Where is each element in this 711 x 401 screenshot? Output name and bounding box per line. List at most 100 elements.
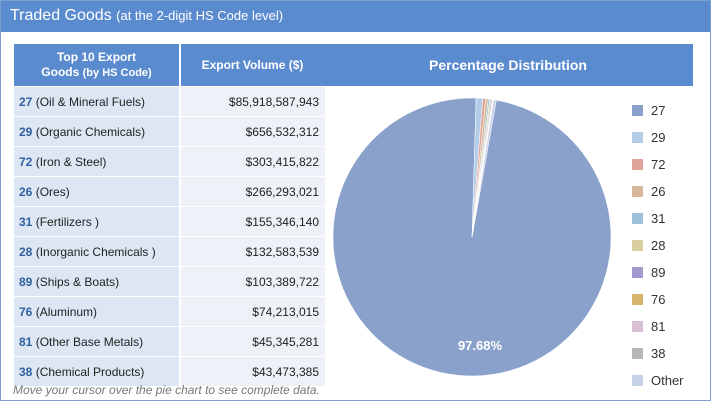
goods-cell: 26 (Ores) [14, 176, 180, 207]
goods-description: (Fertilizers ) [35, 214, 100, 229]
goods-cell: 81 (Other Base Metals) [14, 326, 180, 357]
table-body: 27 (Oil & Mineral Fuels) $85,918,587,943 2… [14, 86, 325, 386]
legend-item: 31 [632, 205, 684, 232]
col-header-goods-line2: Goods [41, 64, 80, 79]
chart-title: Percentage Distribution [323, 44, 693, 86]
legend-swatch [632, 267, 643, 278]
legend-item: 38 [632, 340, 684, 367]
hs-code: 27 [19, 94, 33, 109]
export-volume-cell: $74,213,015 [179, 296, 325, 327]
hs-code: 31 [19, 214, 33, 229]
legend-label: 26 [651, 184, 666, 199]
col-header-goods-note: (by HS Code) [82, 66, 152, 79]
hs-code: 89 [19, 274, 33, 289]
hs-code: 76 [19, 304, 33, 319]
table-header-row: Top 10 Export Goods (by HS Code) Export … [14, 44, 326, 87]
panel-subtitle: (at the 2-digit HS Code level) [116, 8, 284, 23]
legend-item: 29 [632, 124, 684, 151]
hs-code: 28 [19, 244, 33, 259]
legend-swatch [632, 240, 643, 251]
hs-code: 81 [19, 334, 33, 349]
goods-description: (Other Base Metals) [35, 334, 144, 349]
legend-label: 81 [651, 319, 666, 334]
table-row: 89 (Ships & Boats) $103,389,722 [14, 266, 325, 297]
export-volume-cell: $266,293,021 [179, 176, 325, 207]
legend-label: 31 [651, 211, 666, 226]
goods-cell: 29 (Organic Chemicals) [14, 116, 180, 147]
hs-code: 38 [19, 364, 33, 379]
legend-item: 28 [632, 232, 684, 259]
legend-swatch [632, 294, 643, 305]
legend-swatch [632, 321, 643, 332]
table-row: 29 (Organic Chemicals) $656,532,312 [14, 116, 325, 147]
hs-code: 26 [19, 184, 33, 199]
table-row: 28 (Inorganic Chemicals ) $132,583,539 [14, 236, 325, 267]
goods-description: (Ores) [35, 184, 70, 199]
legend-label: 72 [651, 157, 666, 172]
pie-slice-27[interactable] [332, 97, 612, 377]
export-volume-cell: $85,918,587,943 [179, 86, 325, 117]
export-goods-table: Top 10 Export Goods (by HS Code) Export … [14, 44, 326, 386]
legend-item: 89 [632, 259, 684, 286]
panel-title: Traded Goods (at the 2-digit HS Code lev… [10, 7, 283, 25]
export-volume-cell: $103,389,722 [179, 266, 325, 297]
panel-title-bar: Traded Goods (at the 2-digit HS Code lev… [1, 1, 710, 32]
legend-label: 28 [651, 238, 666, 253]
goods-description: (Chemical Products) [35, 364, 145, 379]
legend-swatch [632, 186, 643, 197]
legend-label: 27 [651, 103, 666, 118]
legend-swatch [632, 348, 643, 359]
export-volume-cell: $656,532,312 [179, 116, 325, 147]
col-header-goods-line1: Top 10 Export [56, 49, 137, 64]
legend-swatch [632, 159, 643, 170]
pie-slice-label: 97.68% [458, 338, 503, 353]
table-row: 38 (Chemical Products) $43,473,385 [14, 356, 325, 386]
table-row: 76 (Aluminum) $74,213,015 [14, 296, 325, 327]
table-row: 31 (Fertilizers ) $155,346,140 [14, 206, 325, 237]
goods-cell: 31 (Fertilizers ) [14, 206, 180, 237]
export-volume-cell: $132,583,539 [179, 236, 325, 267]
goods-description: (Inorganic Chemicals ) [35, 244, 156, 259]
panel-title-text: Traded Goods [10, 7, 112, 24]
pie-slice-other[interactable] [471, 99, 497, 238]
table-row: 81 (Other Base Metals) $45,345,281 [14, 326, 325, 357]
legend-item: 27 [632, 97, 684, 124]
hover-hint: Move your cursor over the pie chart to s… [13, 383, 320, 397]
legend-item: 81 [632, 313, 684, 340]
export-volume-cell: $43,473,385 [179, 356, 325, 386]
legend-label: 38 [651, 346, 666, 361]
goods-description: (Iron & Steel) [35, 154, 107, 169]
goods-cell: 27 (Oil & Mineral Fuels) [14, 86, 180, 117]
export-volume-cell: $155,346,140 [179, 206, 325, 237]
legend-label: 29 [651, 130, 666, 145]
table-row: 26 (Ores) $266,293,021 [14, 176, 325, 207]
legend-item: Other [632, 367, 684, 394]
legend-label: 89 [651, 265, 666, 280]
legend-item: 26 [632, 178, 684, 205]
goods-description: (Organic Chemicals) [35, 124, 146, 139]
goods-description: (Oil & Mineral Fuels) [35, 94, 146, 109]
col-header-export-volume: Export Volume ($) [180, 44, 326, 87]
table-row: 27 (Oil & Mineral Fuels) $85,918,587,943 [14, 86, 325, 117]
legend-swatch [632, 213, 643, 224]
legend-item: 76 [632, 286, 684, 313]
goods-cell: 38 (Chemical Products) [14, 356, 180, 386]
legend-label: Other [651, 373, 684, 388]
goods-cell: 89 (Ships & Boats) [14, 266, 180, 297]
goods-description: (Ships & Boats) [35, 274, 120, 289]
goods-cell: 72 (Iron & Steel) [14, 146, 180, 177]
goods-cell: 28 (Inorganic Chemicals ) [14, 236, 180, 267]
pie-chart[interactable]: 97.68% [331, 96, 613, 378]
table-row: 72 (Iron & Steel) $303,415,822 [14, 146, 325, 177]
legend-swatch [632, 132, 643, 143]
hs-code: 29 [19, 124, 33, 139]
export-volume-cell: $303,415,822 [179, 146, 325, 177]
legend-item: 72 [632, 151, 684, 178]
export-volume-cell: $45,345,281 [179, 326, 325, 357]
legend-label: 76 [651, 292, 666, 307]
legend-swatch [632, 375, 643, 386]
chart-legend: 27 29 72 26 31 28 89 76 81 38 Other [632, 97, 684, 394]
col-header-goods: Top 10 Export Goods (by HS Code) [14, 44, 181, 87]
hs-code: 72 [19, 154, 33, 169]
